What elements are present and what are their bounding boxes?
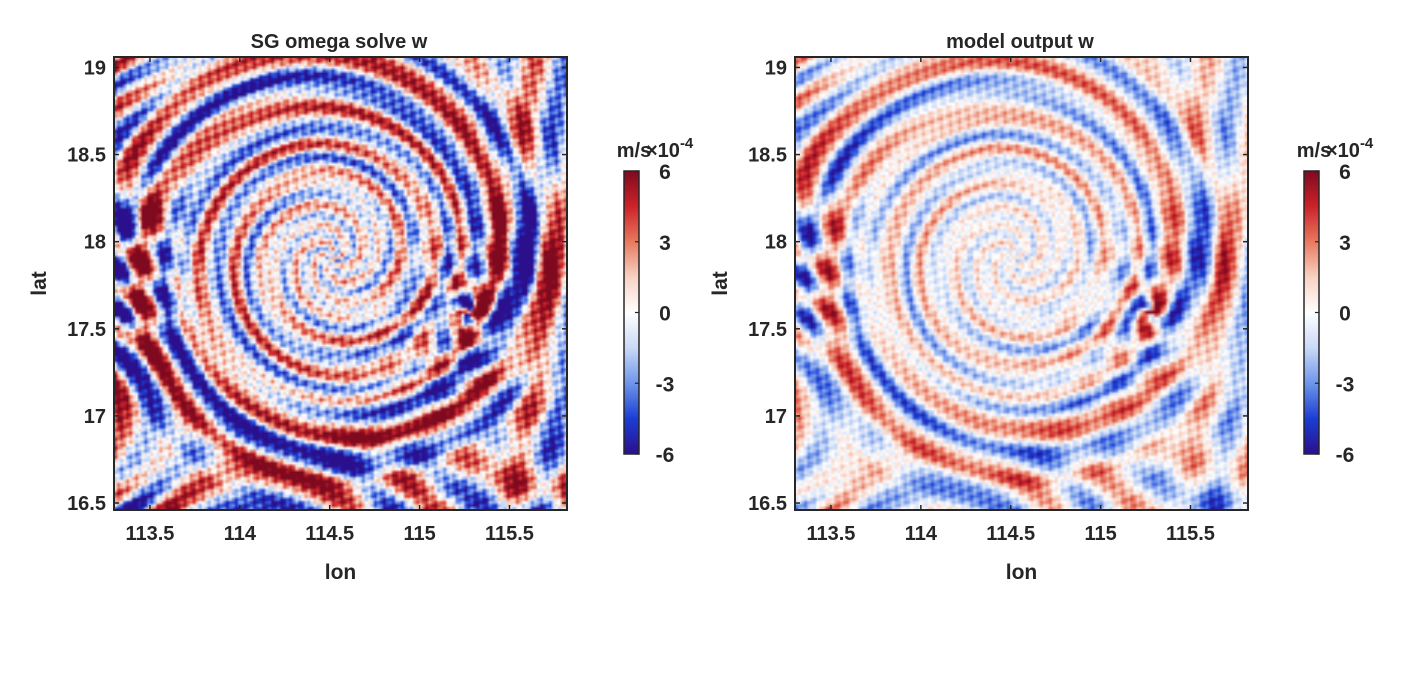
x-tick-label: 114.5	[986, 523, 1035, 545]
x-tick-label: 114	[905, 523, 938, 545]
colorbar-exponent: ×10-4	[646, 135, 694, 162]
x-axis-label: lon	[325, 561, 357, 584]
axes-frame	[794, 56, 1249, 511]
colorbar: 6 3 0 -3 -6 m/s×10-4	[1297, 135, 1374, 467]
panel-2: 113.5 114 114.5 115 115.5 16.5 17 17.5 18 18.5 19 m…	[709, 31, 1374, 584]
y-tick-label: 17	[84, 406, 106, 428]
x-tick-label: 113.5	[125, 523, 174, 545]
colorbar-exponent: ×10-4	[1326, 135, 1374, 162]
colorbar-exponent-base: ×10	[646, 140, 680, 162]
chart-title: model output w	[946, 31, 1094, 53]
x-tick-label: 115	[403, 523, 435, 545]
y-tick-label: 16.5	[67, 493, 106, 515]
x-tick-label: 115.5	[1166, 523, 1215, 545]
y-tick-label: 19	[765, 57, 787, 79]
colorbar-tick-label: -6	[1336, 444, 1355, 467]
x-tick-label: 114.5	[305, 523, 354, 545]
colorbar-tick-label: -3	[1336, 373, 1355, 396]
x-tick-label: 115	[1084, 523, 1116, 545]
y-tick-label: 17	[765, 406, 787, 428]
x-axis-label: lon	[1006, 561, 1038, 584]
y-tick-label: 17.5	[748, 319, 787, 341]
colorbar-tick-label: -6	[656, 444, 675, 467]
x-tick-label: 115.5	[485, 523, 534, 545]
axes-frame	[113, 56, 568, 511]
y-tick-label: 19	[84, 57, 106, 79]
colorbar-tick-label: 6	[659, 161, 671, 184]
heatmap-field	[114, 57, 567, 510]
chart-title: SG omega solve w	[251, 31, 428, 53]
colorbar-unit-label: m/s	[617, 140, 651, 162]
colorbar: 6 3 0 -3 -6 m/s×10-4	[617, 135, 694, 467]
y-tick-label: 18.5	[748, 145, 787, 167]
x-tick-label: 113.5	[806, 523, 855, 545]
y-axis-label: lat	[28, 271, 51, 296]
colorbar-tick-label: 0	[1339, 303, 1351, 326]
y-tick-label: 16.5	[748, 493, 787, 515]
y-tick-label: 18	[84, 232, 106, 254]
heatmap-field	[795, 57, 1248, 510]
y-axis-label: lat	[709, 271, 732, 296]
colorbar-exponent-base: ×10	[1326, 140, 1360, 162]
x-tick-label: 114	[224, 523, 257, 545]
colorbar-tick-label: -3	[656, 373, 675, 396]
panel-1: 113.5 114 114.5 115 115.5 16.5 17 17.5 18 18.5 19 S…	[28, 31, 694, 584]
colorbar-tick-label: 6	[1339, 161, 1351, 184]
y-tick-label: 18	[765, 232, 787, 254]
colorbar-exponent-power: -4	[1360, 135, 1374, 152]
colorbar-unit-label: m/s	[1297, 140, 1331, 162]
y-tick-label: 17.5	[67, 319, 106, 341]
y-tick-label: 18.5	[67, 145, 106, 167]
colorbar-tick-label: 3	[659, 232, 671, 255]
colorbar-exponent-power: -4	[680, 135, 694, 152]
colorbar-tick-label: 3	[1339, 232, 1351, 255]
colorbar-tick-label: 0	[659, 303, 671, 326]
